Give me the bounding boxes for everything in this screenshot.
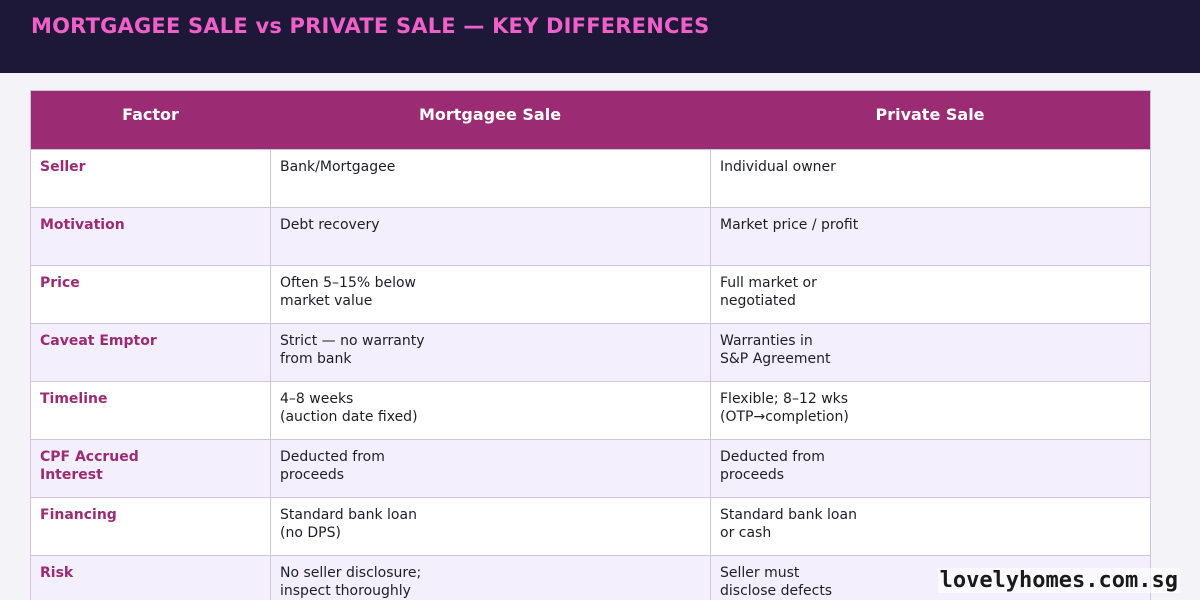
private-sale-cell: Individual owner (710, 150, 1150, 207)
factor-cell: Financing (40, 507, 117, 523)
mortgagee-sale-cell: Bank/Mortgagee (270, 150, 710, 207)
factor-cell: CPF Accrued Interest (40, 449, 139, 483)
page-title: MORTGAGEE SALE vs PRIVATE SALE — KEY DIF… (31, 14, 710, 38)
private-sale-cell: Full market or negotiated (710, 266, 1150, 323)
factor-cell: Motivation (40, 217, 125, 233)
table-row: CPF Accrued Interest Deducted from proce… (31, 439, 1150, 497)
mortgagee-sale-cell: No seller disclosure; inspect thoroughly (270, 556, 710, 600)
factor-cell: Risk (40, 565, 74, 581)
private-sale-cell: Deducted from proceeds (710, 440, 1150, 497)
table-row: Price Often 5–15% below market value Ful… (31, 265, 1150, 323)
column-header-factor: Factor (122, 105, 179, 124)
factor-cell: Price (40, 275, 80, 291)
mortgagee-sale-cell: Debt recovery (270, 208, 710, 265)
table-row: Seller Bank/Mortgagee Individual owner (31, 149, 1150, 207)
site-watermark: lovelyhomes.com.sg (937, 568, 1180, 593)
mortgagee-sale-cell: Deducted from proceeds (270, 440, 710, 497)
table-row: Financing Standard bank loan (no DPS) St… (31, 497, 1150, 555)
table-row: Caveat Emptor Strict — no warranty from … (31, 323, 1150, 381)
comparison-table: Factor Mortgagee Sale Private Sale Selle… (30, 90, 1151, 600)
private-sale-cell: Flexible; 8–12 wks (OTP→completion) (710, 382, 1150, 439)
factor-cell: Seller (40, 159, 86, 175)
page-header: MORTGAGEE SALE vs PRIVATE SALE — KEY DIF… (0, 0, 1200, 73)
table-row: Timeline 4–8 weeks (auction date fixed) … (31, 381, 1150, 439)
factor-cell: Caveat Emptor (40, 333, 157, 349)
private-sale-cell: Market price / profit (710, 208, 1150, 265)
table-row: Motivation Debt recovery Market price / … (31, 207, 1150, 265)
mortgagee-sale-cell: Strict — no warranty from bank (270, 324, 710, 381)
table-header-row: Factor Mortgagee Sale Private Sale (31, 91, 1150, 149)
private-sale-cell: Seller must disclose defects (710, 556, 1150, 600)
factor-cell: Timeline (40, 391, 108, 407)
mortgagee-sale-cell: 4–8 weeks (auction date fixed) (270, 382, 710, 439)
mortgagee-sale-cell: Often 5–15% below market value (270, 266, 710, 323)
column-header-private-sale: Private Sale (875, 105, 985, 124)
column-header-mortgagee-sale: Mortgagee Sale (418, 105, 562, 124)
private-sale-cell: Warranties in S&P Agreement (710, 324, 1150, 381)
private-sale-cell: Standard bank loan or cash (710, 498, 1150, 555)
mortgagee-sale-cell: Standard bank loan (no DPS) (270, 498, 710, 555)
